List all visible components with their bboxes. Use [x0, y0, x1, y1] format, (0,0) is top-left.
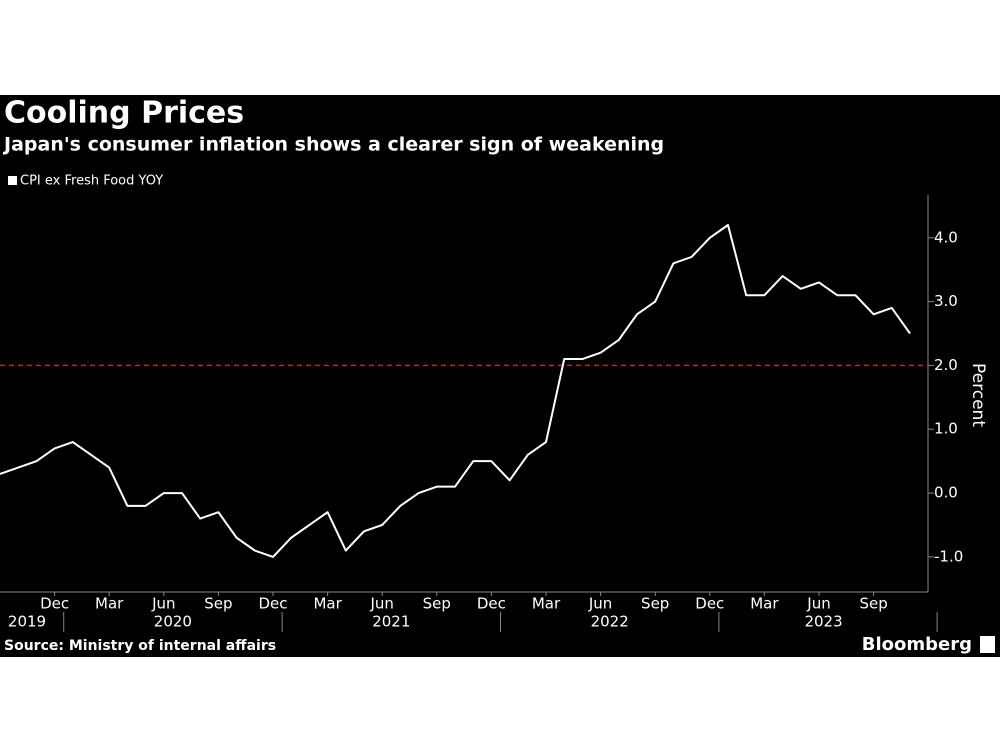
legend-swatch: [8, 176, 17, 185]
x-tick-label: Jun: [588, 595, 612, 613]
brand-icon: [980, 636, 995, 653]
year-label: 2021: [372, 613, 410, 631]
legend-label: CPI ex Fresh Food YOY: [20, 174, 163, 189]
x-tick-label: Sep: [859, 595, 887, 613]
year-label: 2022: [591, 613, 629, 631]
x-tick-label: Dec: [258, 595, 287, 613]
y-tick-label: 0.0: [934, 484, 958, 502]
data-line: [0, 223, 911, 558]
y-tick-label: 4.0: [934, 228, 958, 246]
x-tick-label: Jun: [806, 595, 830, 613]
x-tick-label: Sep: [204, 595, 232, 613]
x-tick-label: Mar: [95, 595, 124, 613]
x-tick-label: Jun: [151, 595, 175, 613]
year-label: 2020: [154, 613, 192, 631]
y-tick-label: 1.0: [934, 420, 958, 438]
year-label: 2019: [8, 613, 46, 631]
y-tick-label: 2.0: [934, 356, 958, 374]
x-tick-label: Dec: [40, 595, 69, 613]
x-tick-label: Mar: [532, 595, 561, 613]
x-tick-label: Mar: [313, 595, 342, 613]
y-tick-label: 3.0: [934, 292, 958, 310]
year-label: 2023: [804, 613, 842, 631]
source: Source: Ministry of internal affairs: [4, 638, 276, 654]
y-tick-label: -1.0: [934, 547, 963, 565]
x-tick-label: Jun: [369, 595, 393, 613]
background: [0, 95, 1000, 657]
y-axis-label: Percent: [968, 363, 988, 427]
chart-subtitle: Japan's consumer inflation shows a clear…: [2, 134, 664, 156]
brand: Bloomberg: [862, 634, 972, 655]
x-tick-label: Dec: [695, 595, 724, 613]
x-tick-label: Sep: [423, 595, 451, 613]
x-tick-label: Mar: [750, 595, 779, 613]
chart-title: Cooling Prices: [4, 96, 244, 131]
x-tick-label: Dec: [477, 595, 506, 613]
x-tick-label: Sep: [641, 595, 669, 613]
